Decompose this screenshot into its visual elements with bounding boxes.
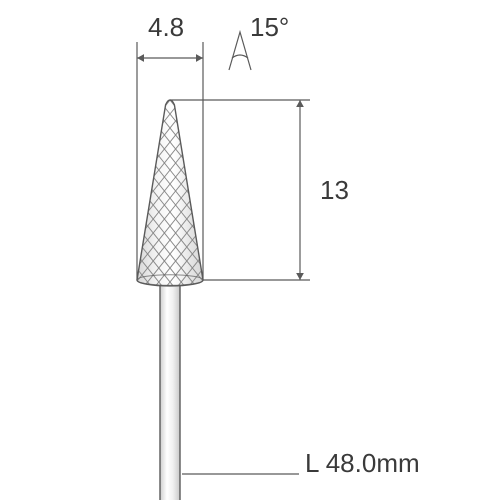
- angle-symbol-icon: [229, 32, 251, 70]
- diagram-canvas: 4.8 15° 13 L 48.0mm: [0, 0, 500, 500]
- diagram-svg: [0, 0, 500, 500]
- shank: [160, 278, 180, 500]
